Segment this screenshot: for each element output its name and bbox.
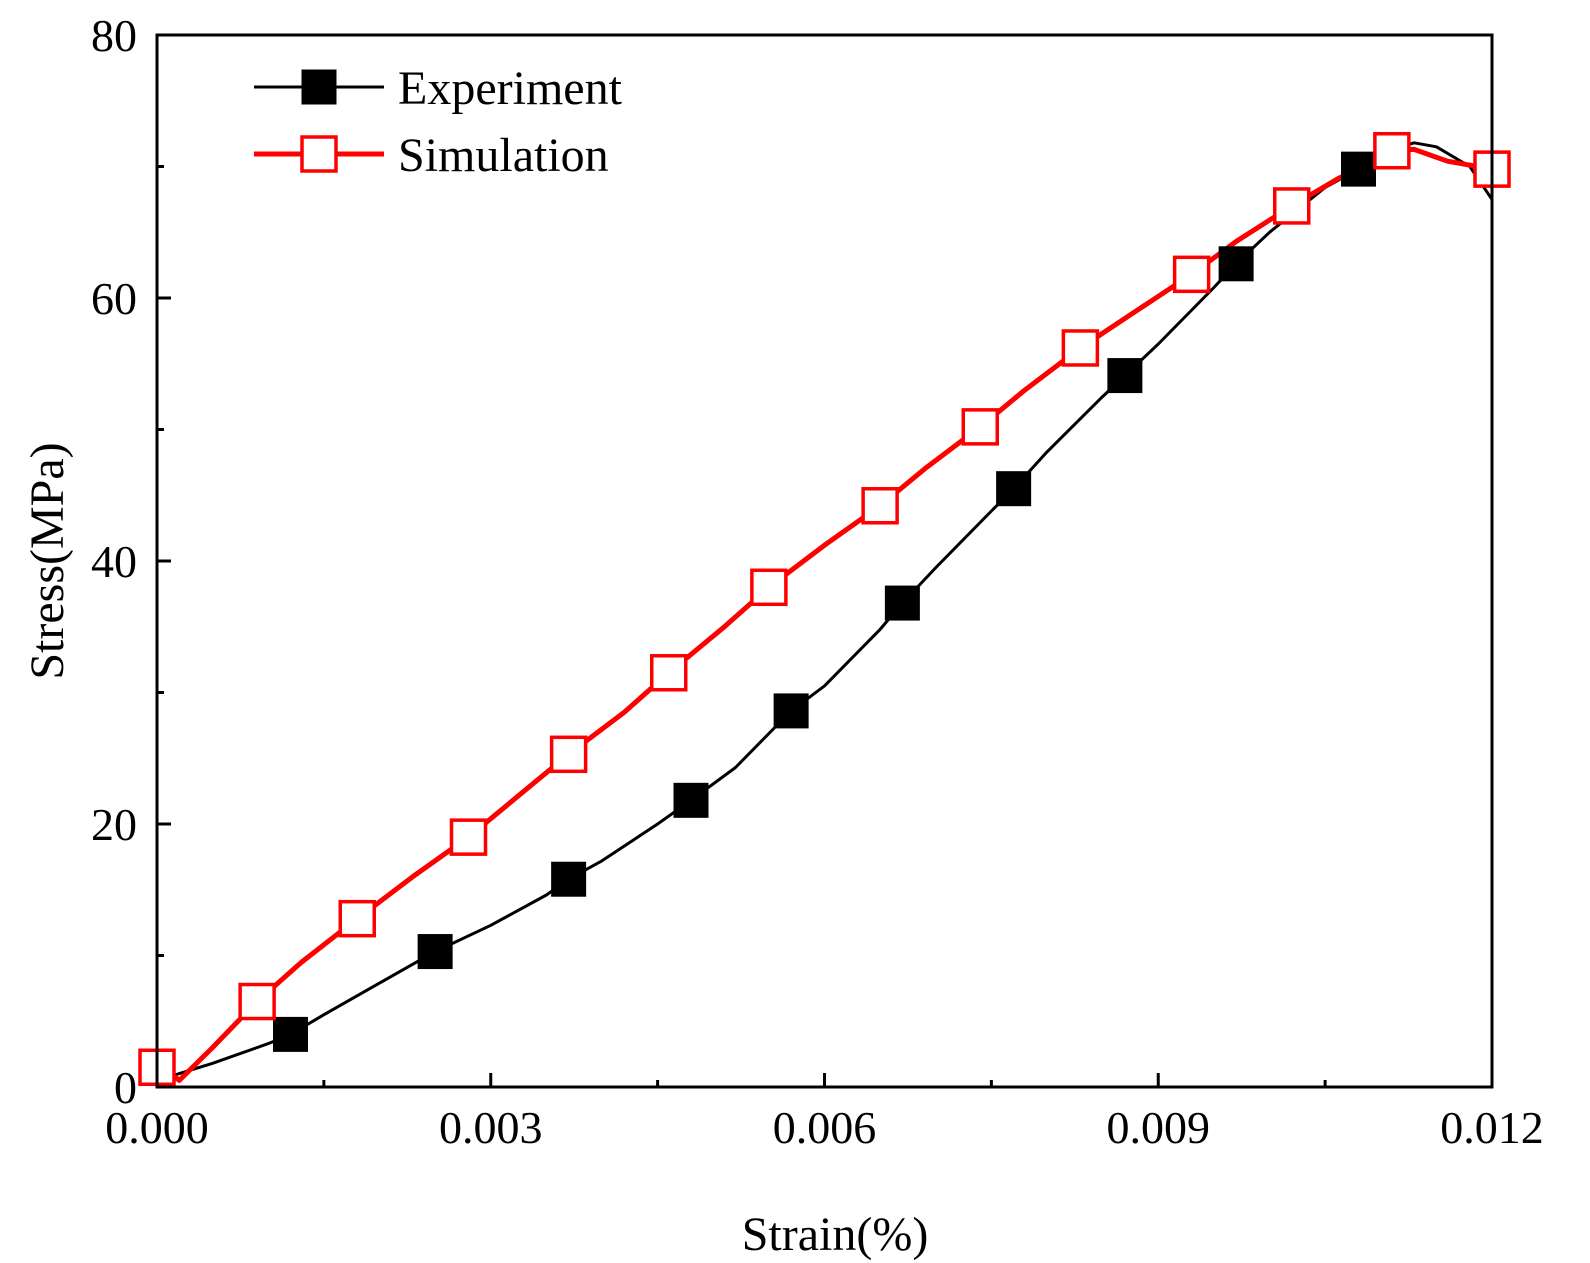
- simulation-marker: [1273, 187, 1311, 225]
- legend-simulation-label: Simulation: [398, 129, 609, 182]
- simulation-marker: [861, 487, 899, 525]
- tick-layer: 0.000 0.003 0.006 0.009 0.012 0 20 40 60 80: [91, 10, 1544, 1153]
- experiment-marker: [1218, 246, 1254, 282]
- simulation-marker: [750, 568, 788, 607]
- experiment-marker: [551, 861, 587, 897]
- y-tick-label: 40: [91, 536, 137, 587]
- legend: Experiment Simulation: [254, 62, 623, 182]
- legend-experiment-marker: [301, 69, 337, 105]
- simulation-marker: [238, 982, 276, 1021]
- x-tick-label: 0.000: [105, 1102, 209, 1153]
- x-tick-label: 0.006: [773, 1102, 877, 1153]
- y-tick-label: 20: [91, 799, 137, 850]
- simulation-marker: [1172, 255, 1211, 294]
- x-tick-label: 0.003: [439, 1102, 543, 1153]
- x-axis-title: Strain(%): [742, 1208, 929, 1261]
- y-tick-label: 0: [114, 1062, 137, 1113]
- simulation-marker: [338, 899, 376, 938]
- x-tick-label: 0.009: [1107, 1102, 1211, 1153]
- experiment-marker: [417, 934, 453, 970]
- simulation-marker: [1373, 131, 1411, 170]
- simulation-line: [157, 146, 1492, 1083]
- marker-layer: [138, 131, 1511, 1087]
- simulation-marker: [961, 408, 999, 446]
- experiment-marker: [1107, 358, 1143, 394]
- series-layer: [157, 141, 1492, 1083]
- simulation-marker: [1061, 329, 1100, 367]
- simulation-marker: [549, 735, 588, 774]
- legend-experiment-label: Experiment: [398, 62, 623, 115]
- y-tick-label: 60: [91, 273, 137, 324]
- y-axis-title: Stress(MPa): [21, 442, 74, 679]
- experiment-marker: [273, 1016, 308, 1052]
- experiment-marker: [773, 693, 809, 729]
- x-tick-label: 0.012: [1440, 1102, 1544, 1153]
- experiment-marker: [996, 471, 1032, 507]
- simulation-marker: [650, 654, 688, 692]
- simulation-marker: [449, 818, 488, 856]
- legend-simulation-marker: [300, 135, 338, 173]
- experiment-marker: [1341, 151, 1376, 187]
- y-tick-label: 80: [91, 10, 137, 61]
- experiment-line: [157, 141, 1492, 1082]
- experiment-marker: [673, 782, 709, 818]
- experiment-marker: [884, 585, 920, 621]
